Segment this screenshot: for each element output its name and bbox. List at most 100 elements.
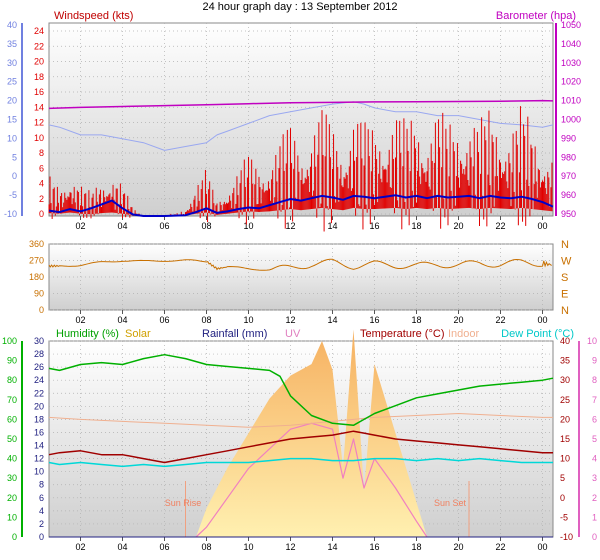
temperature-tick-label: -5 <box>560 512 568 522</box>
windspeed-tick-label: 6 <box>39 163 44 173</box>
x-tick-label: 14 <box>327 542 337 552</box>
rainfall-tick-label: 4 <box>39 506 44 516</box>
x-tick-label: 08 <box>201 315 211 325</box>
series-wind-direction <box>48 258 552 271</box>
humidity-tick-label: 30 <box>7 473 17 483</box>
humidity-tick-label: 80 <box>7 375 17 385</box>
dewpoint-axis-label: Dew Point (°C) <box>501 328 574 340</box>
rainfall-tick-label: 28 <box>34 349 44 359</box>
windspeed-tick-label: 22 <box>34 41 44 51</box>
temperature-tick-label: 35 <box>560 356 570 366</box>
compass-label: N <box>561 305 569 317</box>
series-wind-avg <box>48 194 554 217</box>
humidity-tick-label: 0 <box>12 532 17 542</box>
rainfall-tick-label: 12 <box>34 454 44 464</box>
x-tick-label: 06 <box>159 221 169 231</box>
sunset-label: Sun Set <box>434 498 467 508</box>
barometer-tick-label: 1010 <box>561 96 581 106</box>
alt-wind-tick-label: 0 <box>12 171 17 181</box>
alt-wind-tick-label: -5 <box>9 190 17 200</box>
x-tick-label: 04 <box>117 221 127 231</box>
uv-tick-label: 9 <box>592 356 597 366</box>
windspeed-tick-label: 24 <box>34 26 44 36</box>
alt-wind-tick-label: 5 <box>12 152 17 162</box>
windspeed-tick-label: 14 <box>34 102 44 112</box>
temperature-tick-label: -10 <box>560 532 573 542</box>
x-tick-label: 00 <box>537 221 547 231</box>
temperature-tick-label: 10 <box>560 454 570 464</box>
temperature-tick-label: 20 <box>560 414 570 424</box>
uv-tick-label: 4 <box>592 454 597 464</box>
x-tick-label: 14 <box>327 315 337 325</box>
x-tick-label: 12 <box>285 221 295 231</box>
series-temperature <box>48 430 553 464</box>
alt-wind-tick-label: 15 <box>7 115 17 125</box>
x-tick-label: 16 <box>369 542 379 552</box>
series-dew-point <box>48 457 553 468</box>
uv-tick-label: 0 <box>592 532 597 542</box>
barometer-axis-label: Barometer (hpa) <box>496 10 576 22</box>
series-wind-gust-avg <box>48 101 554 151</box>
compass-label: S <box>561 272 568 284</box>
solar-axis-label: Solar <box>125 328 151 340</box>
humidity-tick-label: 20 <box>7 493 17 503</box>
rainfall-tick-label: 26 <box>34 362 44 372</box>
x-tick-label: 02 <box>75 221 85 231</box>
x-tick-label: 06 <box>159 542 169 552</box>
alt-wind-tick-label: -10 <box>4 209 17 219</box>
uv-tick-label: 2 <box>592 493 597 503</box>
compass-label: W <box>561 256 572 268</box>
rainfall-tick-label: 6 <box>39 493 44 503</box>
windspeed-axis-label: Windspeed (kts) <box>54 10 133 22</box>
rainfall-tick-label: 16 <box>34 427 44 437</box>
rainfall-tick-label: 14 <box>34 441 44 451</box>
temperature-tick-label: 25 <box>560 395 570 405</box>
chart-title: 24 hour graph day : 13 September 2012 <box>202 1 397 13</box>
uv-tick-label: 7 <box>592 395 597 405</box>
sunrise-label: Sun Rise <box>165 498 202 508</box>
rainfall-tick-label: 8 <box>39 480 44 490</box>
rainfall-tick-label: 24 <box>34 375 44 385</box>
rainfall-tick-label: 0 <box>39 532 44 542</box>
humidity-axis-label: Humidity (%) <box>56 328 119 340</box>
temperature-axis-label: Temperature (°C) <box>360 328 444 340</box>
rainfall-tick-label: 10 <box>34 467 44 477</box>
windspeed-tick-label: 10 <box>34 133 44 143</box>
windspeed-tick-label: 4 <box>39 179 44 189</box>
alt-wind-tick-label: 25 <box>7 77 17 87</box>
barometer-tick-label: 1050 <box>561 20 581 30</box>
x-tick-label: 12 <box>285 542 295 552</box>
uv-tick-label: 10 <box>587 336 597 346</box>
windspeed-tick-label: 18 <box>34 72 44 82</box>
uv-tick-label: 6 <box>592 414 597 424</box>
barometer-tick-label: 980 <box>561 152 576 162</box>
rainfall-tick-label: 18 <box>34 414 44 424</box>
x-tick-label: 20 <box>453 315 463 325</box>
x-tick-label: 06 <box>159 315 169 325</box>
x-tick-label: 10 <box>243 221 253 231</box>
uv-tick-label: 3 <box>592 473 597 483</box>
x-tick-label: 04 <box>117 315 127 325</box>
alt-wind-tick-label: 20 <box>7 96 17 106</box>
rainfall-axis-label: Rainfall (mm) <box>202 328 267 340</box>
series-uv <box>195 422 428 538</box>
x-tick-label: 20 <box>453 542 463 552</box>
barometer-tick-label: 950 <box>561 209 576 219</box>
uv-tick-label: 8 <box>592 375 597 385</box>
x-tick-label: 12 <box>285 315 295 325</box>
x-tick-label: 10 <box>243 542 253 552</box>
windspeed-tick-label: 12 <box>34 118 44 128</box>
uv-tick-label: 5 <box>592 434 597 444</box>
x-tick-label: 08 <box>201 221 211 231</box>
data-series <box>48 99 554 538</box>
temperature-tick-label: 0 <box>560 493 565 503</box>
direction-tick-label: 360 <box>29 239 44 249</box>
alt-wind-tick-label: 30 <box>7 58 17 68</box>
x-tick-label: 08 <box>201 542 211 552</box>
x-tick-label: 16 <box>369 315 379 325</box>
humidity-tick-label: 70 <box>7 395 17 405</box>
alt-wind-tick-label: 35 <box>7 39 17 49</box>
rainfall-tick-label: 2 <box>39 519 44 529</box>
x-tick-label: 20 <box>453 221 463 231</box>
